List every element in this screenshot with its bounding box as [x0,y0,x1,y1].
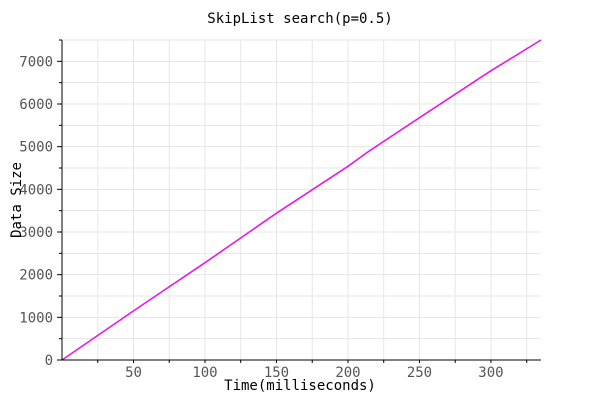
y-tick-label: 2000 [19,268,53,284]
series-line [61,39,542,361]
tick-labels: 50 100 150 200 250 30001000200030004000500060… [19,54,503,381]
plot-area [61,39,542,361]
x-tick-label: 250 [407,365,432,381]
x-tick-label: 300 [478,365,503,381]
y-tick-label: 1000 [19,310,53,326]
grid [62,39,541,360]
x-tick-label: 100 [192,365,217,381]
y-tick-label: 4000 [19,182,53,198]
y-tick-label: 6000 [19,97,53,113]
y-tick-label: 0 [45,353,53,369]
x-axis-label: Time(milliseconds) [224,378,376,394]
y-tick-label: 3000 [19,225,53,241]
y-tick-label: 7000 [19,54,53,70]
y-tick-label: 5000 [19,140,53,156]
chart-title: SkipList search(p=0.5) [207,11,392,27]
y-axis-label: Data Size [9,162,25,238]
axes [57,39,541,363]
x-tick-label: 50 [125,365,142,381]
x-tick-label: 200 [335,365,360,381]
x-tick-label: 150 [264,365,289,381]
